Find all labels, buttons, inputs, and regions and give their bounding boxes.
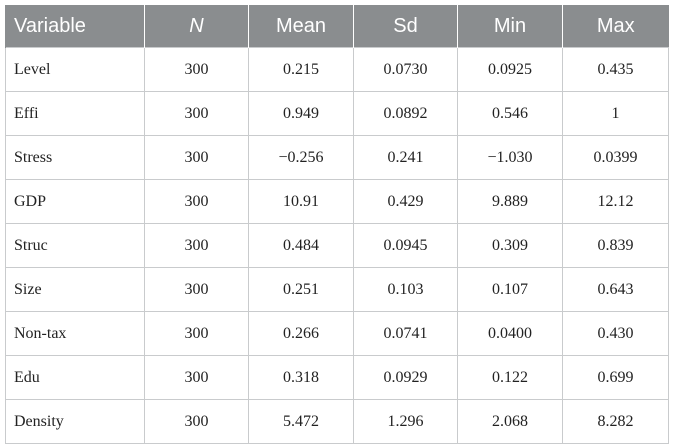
- cell-max: 1: [562, 91, 669, 136]
- cell-sd: 0.0730: [353, 47, 458, 92]
- cell-max: 8.282: [562, 399, 669, 444]
- cell-variable: Effi: [5, 91, 145, 136]
- descriptive-statistics-table: Variable N Mean Sd Min Max Level 300 0.2…: [5, 5, 669, 444]
- cell-max: 0.430: [562, 311, 669, 356]
- cell-max: 0.699: [562, 355, 669, 400]
- cell-n: 300: [144, 179, 249, 224]
- cell-variable: Stress: [5, 135, 145, 180]
- cell-min: 2.068: [457, 399, 563, 444]
- cell-n: 300: [144, 47, 249, 92]
- cell-variable: Non-tax: [5, 311, 145, 356]
- cell-min: −1.030: [457, 135, 563, 180]
- cell-min: 9.889: [457, 179, 563, 224]
- cell-mean: 10.91: [248, 179, 354, 224]
- table-row: Size 300 0.251 0.103 0.107 0.643: [5, 267, 669, 312]
- cell-mean: 0.266: [248, 311, 354, 356]
- header-variable: Variable: [5, 5, 145, 48]
- cell-n: 300: [144, 311, 249, 356]
- cell-n: 300: [144, 91, 249, 136]
- cell-mean: 0.949: [248, 91, 354, 136]
- table-row: Effi 300 0.949 0.0892 0.546 1: [5, 91, 669, 136]
- cell-max: 12.12: [562, 179, 669, 224]
- cell-mean: −0.256: [248, 135, 354, 180]
- cell-min: 0.0400: [457, 311, 563, 356]
- table-row: Edu 300 0.318 0.0929 0.122 0.699: [5, 355, 669, 400]
- cell-sd: 0.103: [353, 267, 458, 312]
- cell-sd: 0.241: [353, 135, 458, 180]
- cell-max: 0.0399: [562, 135, 669, 180]
- cell-min: 0.0925: [457, 47, 563, 92]
- cell-sd: 1.296: [353, 399, 458, 444]
- cell-min: 0.309: [457, 223, 563, 268]
- cell-variable: Struc: [5, 223, 145, 268]
- header-n: N: [144, 5, 249, 48]
- table-row: Stress 300 −0.256 0.241 −1.030 0.0399: [5, 135, 669, 180]
- cell-sd: 0.0892: [353, 91, 458, 136]
- cell-sd: 0.429: [353, 179, 458, 224]
- cell-sd: 0.0741: [353, 311, 458, 356]
- cell-mean: 0.484: [248, 223, 354, 268]
- cell-sd: 0.0945: [353, 223, 458, 268]
- table-body: Level 300 0.215 0.0730 0.0925 0.435 Effi…: [5, 47, 669, 444]
- cell-min: 0.107: [457, 267, 563, 312]
- header-sd: Sd: [353, 5, 458, 48]
- cell-max: 0.839: [562, 223, 669, 268]
- cell-variable: GDP: [5, 179, 145, 224]
- header-max: Max: [562, 5, 669, 48]
- table-row: Struc 300 0.484 0.0945 0.309 0.839: [5, 223, 669, 268]
- cell-sd: 0.0929: [353, 355, 458, 400]
- statistics-table-container: Variable N Mean Sd Min Max Level 300 0.2…: [5, 5, 669, 444]
- table-row: GDP 300 10.91 0.429 9.889 12.12: [5, 179, 669, 224]
- cell-mean: 0.318: [248, 355, 354, 400]
- cell-min: 0.122: [457, 355, 563, 400]
- cell-mean: 0.251: [248, 267, 354, 312]
- cell-variable: Level: [5, 47, 145, 92]
- cell-n: 300: [144, 223, 249, 268]
- cell-max: 0.643: [562, 267, 669, 312]
- cell-n: 300: [144, 267, 249, 312]
- cell-n: 300: [144, 135, 249, 180]
- table-row: Non-tax 300 0.266 0.0741 0.0400 0.430: [5, 311, 669, 356]
- cell-variable: Size: [5, 267, 145, 312]
- header-min: Min: [457, 5, 563, 48]
- table-header: Variable N Mean Sd Min Max: [5, 5, 669, 48]
- table-row: Density 300 5.472 1.296 2.068 8.282: [5, 399, 669, 444]
- cell-mean: 0.215: [248, 47, 354, 92]
- cell-mean: 5.472: [248, 399, 354, 444]
- cell-variable: Edu: [5, 355, 145, 400]
- cell-min: 0.546: [457, 91, 563, 136]
- header-row: Variable N Mean Sd Min Max: [5, 5, 669, 48]
- cell-variable: Density: [5, 399, 145, 444]
- table-row: Level 300 0.215 0.0730 0.0925 0.435: [5, 47, 669, 92]
- header-mean: Mean: [248, 5, 354, 48]
- cell-n: 300: [144, 399, 249, 444]
- cell-n: 300: [144, 355, 249, 400]
- cell-max: 0.435: [562, 47, 669, 92]
